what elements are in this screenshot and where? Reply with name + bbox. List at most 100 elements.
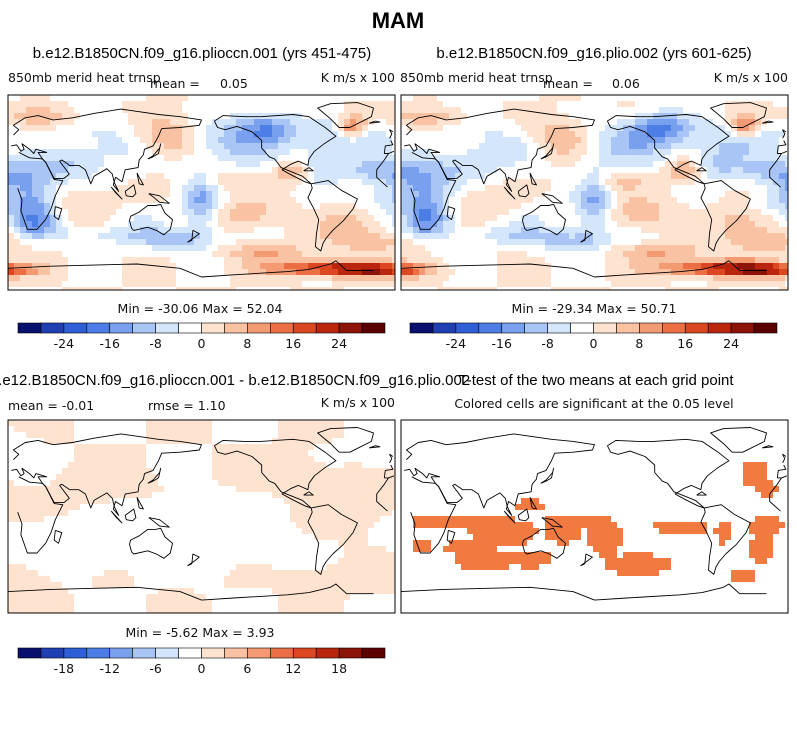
map3-frame <box>400 419 789 614</box>
map0-frame <box>7 94 396 291</box>
colorbar-box <box>684 322 709 334</box>
panel1-min-max: Min = -30.06 Max = 52.04 <box>118 301 283 316</box>
colorbar-tick-label: 0 <box>590 336 598 351</box>
colorbar-box <box>338 322 363 334</box>
map2-field-cells <box>8 420 395 613</box>
colorbar-tick-label: 24 <box>331 336 347 351</box>
panel2-variable-label: 850mb merid heat trnsp <box>400 70 553 85</box>
colorbar-box <box>40 322 65 334</box>
panel3-colorbar: -18 -12 -6 0 6 12 18 <box>17 647 386 676</box>
colorbar-box <box>155 322 179 334</box>
panel3-rmse: rmse = 1.10 <box>148 398 226 413</box>
colorbar-tick-label: 8 <box>243 336 251 351</box>
colorbar-box <box>86 322 111 334</box>
panel4-subtitle: Colored cells are significant at the 0.0… <box>454 396 733 411</box>
panel1-colorbar: -24 -16 -8 0 8 16 24 <box>17 322 386 351</box>
colorbar-box <box>707 322 732 334</box>
panel4-map <box>400 419 789 614</box>
colorbar-box <box>361 322 386 334</box>
map1-frame <box>400 94 789 291</box>
panel1-variable-label: 850mb merid heat trnsp <box>8 70 161 85</box>
colorbar-box <box>432 322 457 334</box>
map3-coastlines <box>400 427 788 601</box>
colorbar-box <box>292 322 317 334</box>
colorbar-box <box>753 322 778 334</box>
panel3-mean: mean = -0.01 <box>8 398 94 413</box>
colorbar-box <box>201 322 225 334</box>
colorbar-box <box>270 322 294 334</box>
panel1-title: b.e12.B1850CN.f09_g16.plioccn.001 (yrs 4… <box>33 45 372 62</box>
panel1-map <box>7 94 396 291</box>
colorbar-box <box>132 322 156 334</box>
colorbar-box <box>315 322 340 334</box>
colorbar-box <box>178 322 202 334</box>
colorbar-box <box>455 322 480 334</box>
panel3-map <box>7 419 396 614</box>
colorbar-tick-label: 18 <box>331 661 347 676</box>
colorbar-box <box>63 322 88 334</box>
colorbar-box <box>17 647 42 659</box>
colorbar-box <box>570 322 594 334</box>
panel1-mean-value: 0.05 <box>220 76 248 91</box>
colorbar-box <box>40 647 65 659</box>
colorbar-box <box>616 322 640 334</box>
colorbar-box <box>247 322 271 334</box>
colorbar-box <box>17 322 42 334</box>
colorbar-tick-label: -16 <box>492 336 512 351</box>
panel3-units: K m/s x 100 <box>321 395 395 410</box>
colorbar-tick-label: -8 <box>149 336 162 351</box>
colorbar-box <box>361 647 386 659</box>
colorbar-tick-label: 16 <box>285 336 301 351</box>
panel2-mean-value: 0.06 <box>612 76 640 91</box>
colorbar-box <box>109 647 133 659</box>
colorbar-tick-label: -16 <box>100 336 120 351</box>
panel2-units: K m/s x 100 <box>714 70 788 85</box>
map0-coastlines <box>7 102 395 278</box>
colorbar-tick-label: -6 <box>149 661 162 676</box>
panel3-title: b.e12.B1850CN.f09_g16.plioccn.001 - b.e1… <box>0 372 470 389</box>
panel1-mean-label: mean = <box>150 76 200 91</box>
colorbar-box <box>178 647 202 659</box>
colorbar-box <box>292 647 317 659</box>
colorbar-box <box>224 322 248 334</box>
colorbar-box <box>86 647 111 659</box>
colorbar-box <box>524 322 548 334</box>
colorbar-tick-label: 0 <box>198 661 206 676</box>
colorbar-tick-label: -12 <box>100 661 120 676</box>
colorbar-box <box>639 322 663 334</box>
colorbar-box <box>201 647 225 659</box>
colorbar-tick-label: -18 <box>54 661 74 676</box>
colorbar-box <box>662 322 686 334</box>
colorbar-box <box>338 647 363 659</box>
panel2-title: b.e12.B1850CN.f09_g16.plio.002 (yrs 601-… <box>436 45 751 62</box>
colorbar-box <box>270 647 294 659</box>
colorbar-tick-label: 0 <box>198 336 206 351</box>
colorbar-tick-label: 24 <box>723 336 739 351</box>
colorbar-box <box>478 322 503 334</box>
colorbar-box <box>63 647 88 659</box>
colorbar-box <box>109 322 133 334</box>
colorbar-box <box>730 322 755 334</box>
panel2-min-max: Min = -29.34 Max = 50.71 <box>512 301 677 316</box>
colorbar-box <box>547 322 571 334</box>
colorbar-box <box>501 322 525 334</box>
colorbar-box <box>155 647 179 659</box>
colorbar-tick-label: 8 <box>635 336 643 351</box>
panel2-colorbar: -24 -16 -8 0 8 16 24 <box>409 322 778 351</box>
colorbar-box <box>593 322 617 334</box>
figure-title: MAM <box>372 8 425 33</box>
colorbar-box <box>224 647 248 659</box>
panel2-mean-label: mean = <box>543 76 593 91</box>
colorbar-box <box>132 647 156 659</box>
map0-field-cells <box>8 95 395 290</box>
colorbar-box <box>247 647 271 659</box>
colorbar-tick-label: 12 <box>285 661 301 676</box>
map2-coastlines <box>7 427 395 601</box>
map1-field-cells <box>401 95 788 290</box>
panel1-units: K m/s x 100 <box>321 70 395 85</box>
map1-coastlines <box>400 102 788 278</box>
map3-field-cells <box>413 462 785 582</box>
colorbar-tick-label: -24 <box>446 336 466 351</box>
panel3-min-max: Min = -5.62 Max = 3.93 <box>125 625 274 640</box>
panel4-title: T-test of the two means at each grid poi… <box>458 372 734 389</box>
